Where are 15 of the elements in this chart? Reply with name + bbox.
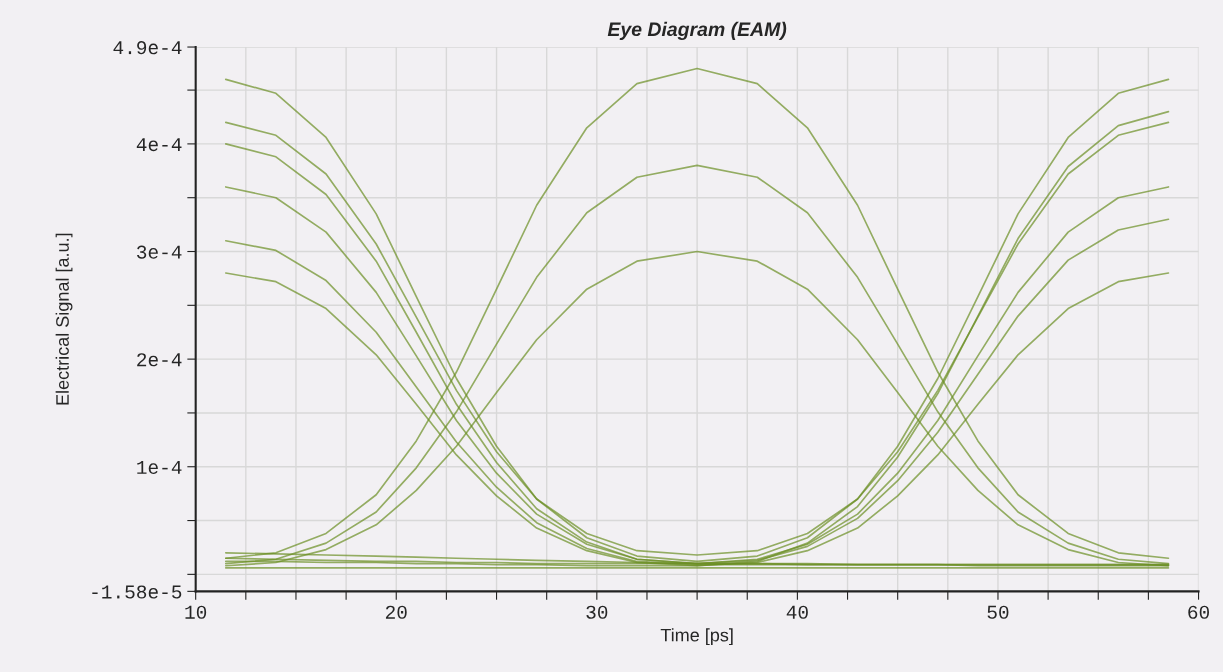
y-tick-label: 2e-4: [137, 353, 182, 367]
chart-title: Eye Diagram (EAM): [607, 21, 787, 40]
y-tick-label: -1.58e-5: [92, 585, 182, 599]
y-tick-label: 4e-4: [136, 138, 182, 152]
x-axis-title: Time [ps]: [660, 628, 733, 646]
y-tick-label: 1e-4: [137, 460, 182, 474]
x-tick-label: 60: [1188, 605, 1210, 619]
y-axis-title: Electrical Signal [a.u.]: [55, 233, 73, 405]
y-tick-label: 4.9e-4: [113, 41, 182, 55]
x-tick-label: 40: [786, 605, 808, 619]
y-tick-label: 3e-4: [137, 245, 182, 259]
x-tick-label: 10: [185, 605, 207, 619]
x-tick-label: 20: [385, 605, 407, 619]
x-tick-label: 30: [586, 605, 608, 619]
x-tick-label: 50: [987, 605, 1009, 619]
